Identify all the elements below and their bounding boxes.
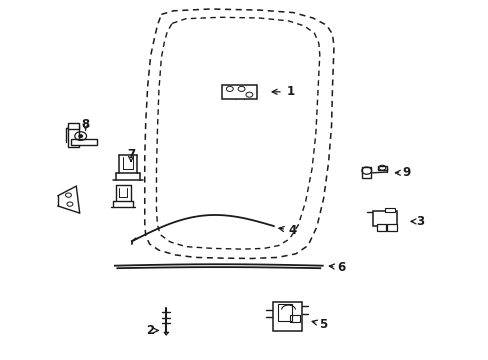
Text: 3: 3 <box>416 215 424 228</box>
Bar <box>71 139 97 145</box>
Bar <box>289 315 299 322</box>
Bar <box>372 211 396 226</box>
Text: 5: 5 <box>318 318 326 330</box>
Text: 2: 2 <box>146 324 154 337</box>
Bar <box>376 224 386 231</box>
Text: 8: 8 <box>81 118 89 131</box>
Text: 7: 7 <box>127 148 135 161</box>
Text: 1: 1 <box>286 85 294 98</box>
Text: 9: 9 <box>402 166 410 179</box>
Bar <box>222 85 257 99</box>
Bar <box>377 166 386 170</box>
Circle shape <box>79 135 82 138</box>
Bar <box>68 123 79 129</box>
Bar <box>277 304 292 320</box>
Text: 6: 6 <box>337 261 345 274</box>
Text: 4: 4 <box>288 224 296 237</box>
Bar <box>272 302 302 331</box>
Bar <box>362 167 370 178</box>
Bar <box>68 125 79 147</box>
Bar <box>386 224 396 231</box>
Bar <box>384 208 394 212</box>
